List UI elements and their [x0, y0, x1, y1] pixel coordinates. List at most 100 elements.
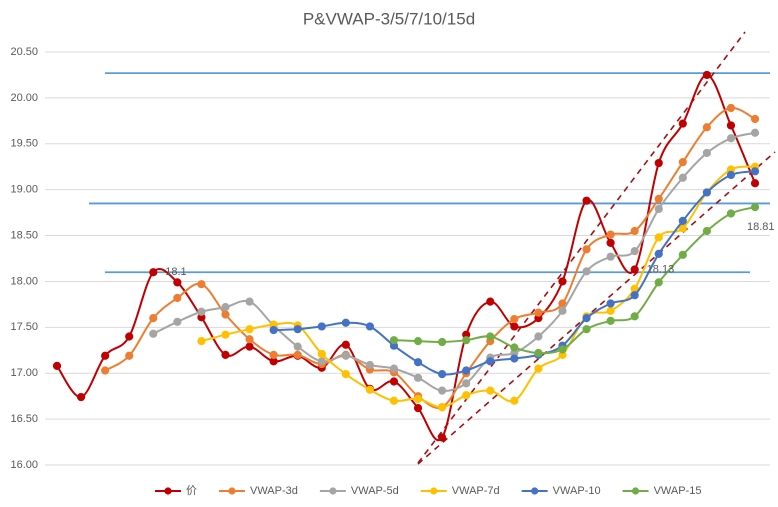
data-point: [462, 336, 471, 345]
data-point: [438, 386, 447, 395]
data-point: [269, 350, 278, 359]
data-point: [606, 230, 615, 239]
data-point: [678, 119, 687, 128]
data-point: [293, 350, 302, 359]
legend-marker: [164, 487, 172, 495]
data-point: [365, 360, 375, 370]
series-line: [104, 106, 756, 410]
data-point: [341, 370, 350, 379]
y-tick-label: 16.00: [10, 459, 38, 471]
data-point: [341, 351, 350, 360]
data-point: [630, 226, 639, 236]
data-point: [534, 308, 543, 317]
data-label: 18.1: [165, 266, 186, 278]
data-point: [101, 351, 110, 360]
data-point: [606, 252, 615, 261]
data-point: [245, 325, 254, 334]
data-point: [726, 103, 736, 113]
data-point: [197, 280, 206, 289]
legend-label: VWAP-3d: [250, 485, 298, 497]
data-point: [678, 216, 687, 225]
data-point: [413, 337, 423, 346]
data-point: [317, 349, 326, 359]
data-point: [534, 348, 543, 358]
data-point: [582, 325, 591, 334]
data-labels: 18.1 18.13 18.81: [165, 221, 774, 278]
data-point: [510, 322, 519, 331]
data-point: [726, 209, 736, 218]
data-point: [510, 396, 519, 405]
data-point: [654, 278, 663, 287]
legend-label: VWAP-15: [654, 485, 702, 497]
data-point: [149, 314, 158, 323]
data-point: [582, 245, 591, 254]
data-point: [245, 335, 254, 344]
data-point: [438, 337, 447, 347]
data-point: [341, 318, 350, 327]
data-point: [630, 312, 639, 321]
data-point: [413, 373, 423, 382]
data-point: [438, 403, 447, 412]
data-point: [269, 325, 278, 335]
y-tick-label: 18.50: [10, 229, 38, 241]
data-point: [365, 385, 375, 394]
data-point: [125, 351, 134, 360]
data-point: [245, 342, 254, 351]
y-tick-label: 20.50: [10, 46, 38, 58]
legend-marker: [631, 487, 640, 495]
data-point: [245, 297, 254, 306]
legend: 价 VWAP-3d VWAP-5d VWAP-7d VWAP-10 VWAP-15: [155, 484, 701, 497]
trend-line: [417, 151, 776, 465]
data-point: [678, 158, 687, 167]
data-point: [173, 317, 182, 326]
data-point: [197, 307, 206, 316]
data-point: [702, 226, 711, 236]
y-tick-label: 18.00: [10, 275, 38, 287]
data-point: [606, 316, 615, 326]
data-point: [558, 277, 567, 286]
data-point: [534, 332, 543, 341]
trend-line: [417, 31, 746, 464]
data-point: [534, 364, 543, 373]
chart-title: P&VWAP-3/5/7/10/15d: [303, 9, 475, 28]
y-tick-label: 19.50: [10, 138, 38, 150]
data-point: [654, 204, 663, 214]
data-point: [221, 330, 230, 339]
data-point: [630, 291, 639, 300]
data-label: 18.81: [747, 221, 775, 233]
data-point: [52, 361, 62, 370]
legend-marker: [531, 487, 539, 495]
data-point: [630, 265, 639, 274]
data-point: [702, 148, 711, 158]
series-line: [393, 206, 756, 355]
data-point: [558, 345, 567, 354]
data-point: [173, 293, 182, 303]
data-point: [389, 377, 399, 386]
data-point: [221, 310, 230, 319]
data-point: [510, 314, 519, 324]
data-point: [606, 306, 615, 315]
data-point: [654, 158, 663, 168]
data-point: [510, 343, 519, 352]
data-point: [678, 250, 687, 259]
legend-label: VWAP-5d: [351, 485, 399, 497]
data-point: [413, 394, 423, 404]
data-point: [149, 329, 158, 338]
data-point: [702, 188, 711, 197]
legend-label: 价: [186, 484, 197, 497]
data-point: [750, 203, 760, 212]
data-point: [630, 247, 639, 256]
data-point: [389, 364, 399, 373]
data-point: [438, 370, 447, 379]
data-point: [726, 121, 736, 130]
data-point: [654, 233, 663, 242]
data-point: [606, 299, 615, 308]
data-point: [726, 170, 736, 180]
data-label: 18.13: [647, 263, 675, 275]
data-point: [750, 114, 760, 124]
data-point: [726, 134, 736, 143]
data-point: [101, 366, 110, 375]
data-point: [413, 403, 423, 413]
